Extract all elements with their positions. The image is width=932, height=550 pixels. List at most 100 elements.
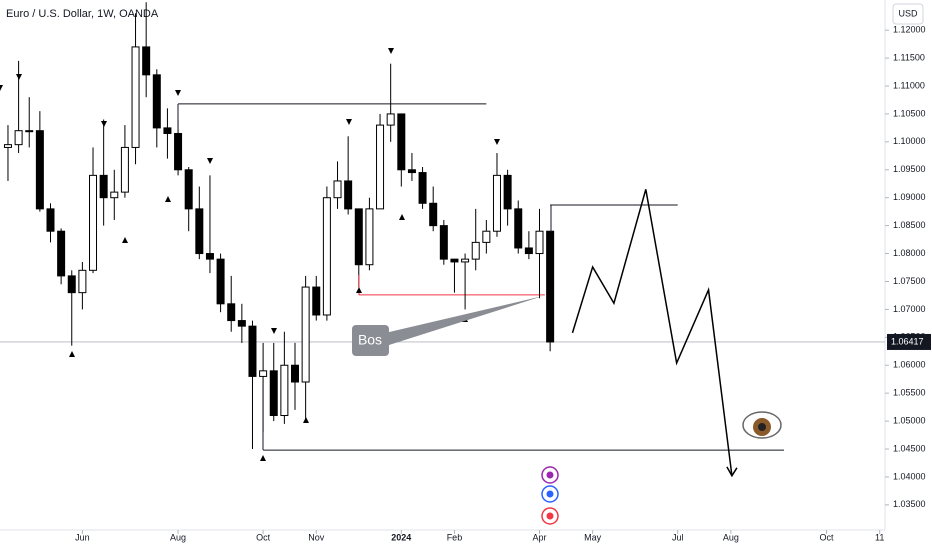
candle-body (89, 174, 98, 271)
candle-body (131, 46, 140, 148)
fractal-down (271, 328, 277, 334)
candle-body (514, 208, 523, 249)
currency-box[interactable] (892, 3, 924, 25)
callout-box (352, 325, 389, 356)
y-tick-label: 1.08000 (893, 248, 926, 258)
y-tick-label: 1.03500 (893, 499, 926, 509)
y-tick-label: 1.12000 (893, 25, 926, 35)
candle-body (301, 286, 310, 383)
x-tick-label: 11 (875, 532, 884, 542)
candle-body (163, 127, 172, 134)
x-tick-label: Apr (532, 532, 546, 542)
candle-body (216, 258, 225, 305)
x-tick-label: Jun (75, 532, 90, 542)
candle-body (376, 124, 385, 210)
callout-text: Bos (358, 332, 382, 348)
chart-title: Euro / U.S. Dollar, 1W, OANDA (6, 8, 159, 20)
y-tick-label: 1.06000 (893, 360, 926, 370)
event-icon-dot (546, 490, 554, 498)
fractal-up (260, 455, 266, 461)
candle-body (291, 364, 299, 383)
candle-body (471, 241, 480, 260)
eye-pupil (758, 423, 766, 431)
x-tick-label: Jul (672, 532, 684, 542)
candle-body (344, 180, 353, 210)
x-tick-label: Feb (447, 532, 463, 542)
candle-body (418, 172, 427, 204)
callout-pointer (385, 296, 543, 345)
candle-body (57, 230, 66, 277)
candle-body (78, 269, 87, 294)
candle-body (184, 169, 193, 210)
x-tick-label: Aug (170, 532, 186, 542)
projection-path (571, 189, 733, 476)
fractal-up (399, 214, 405, 220)
candle-body (524, 247, 533, 255)
candle-body (450, 258, 459, 263)
x-tick-label: Aug (723, 532, 739, 542)
candle-body (25, 130, 34, 133)
candle-body (195, 208, 204, 255)
candle-body (503, 174, 512, 210)
y-tick-label: 1.05500 (893, 388, 926, 398)
y-tick-label: 1.05000 (893, 415, 926, 425)
y-tick-label: 1.04000 (893, 471, 926, 481)
y-tick-label: 1.11000 (893, 80, 925, 90)
candle-body (322, 197, 331, 316)
y-tick-label: 1.11500 (893, 52, 925, 62)
candle-body (312, 286, 321, 316)
x-tick-label: Oct (820, 532, 835, 542)
fractal-up (303, 417, 309, 423)
price-tag-label: 1.06417 (891, 336, 924, 346)
candle-body (269, 370, 278, 417)
x-tick-label: Oct (256, 532, 271, 542)
candle-body (35, 130, 44, 210)
candle-body (99, 174, 108, 199)
fractal-up (356, 287, 362, 293)
candle-body (174, 132, 183, 171)
candle-body (280, 364, 289, 417)
fractal-down (101, 121, 107, 127)
candle-body (386, 113, 395, 126)
candle-body (535, 230, 544, 255)
fractal-down (0, 85, 3, 91)
fractal-down (207, 158, 213, 164)
candle-body (333, 180, 342, 199)
y-tick-label: 1.04500 (893, 443, 926, 453)
candle-body (142, 46, 151, 76)
fractal-down (346, 119, 352, 125)
candle-body (120, 146, 129, 193)
y-tick-label: 1.10500 (893, 108, 926, 118)
candle-body (492, 174, 501, 232)
y-tick-label: 1.08500 (893, 220, 926, 230)
projection-arrowhead (726, 466, 738, 478)
y-tick-label: 1.07000 (893, 304, 926, 314)
candle-body (354, 208, 363, 266)
fractal-up (165, 196, 171, 202)
x-tick-label: Nov (308, 532, 325, 542)
y-tick-label: 1.09000 (893, 192, 926, 202)
fractal-down (16, 74, 22, 80)
price-tag (887, 333, 931, 350)
candle-body (429, 202, 438, 227)
fractal-down (175, 90, 181, 96)
candle-body (110, 191, 119, 199)
candle-body (14, 130, 23, 146)
event-icon-dot (546, 471, 554, 479)
event-icon-dot (546, 512, 554, 520)
fractal-down (494, 139, 500, 145)
candle-body (46, 208, 55, 232)
candle-body (205, 253, 214, 260)
fractal-up (69, 351, 75, 357)
candle-body (439, 225, 448, 260)
candle-body (397, 113, 406, 171)
y-tick-label: 1.09500 (893, 164, 926, 174)
fractal-down (388, 48, 394, 54)
candle-body (365, 208, 374, 266)
currency: USD (898, 8, 918, 18)
candle-body (259, 370, 268, 377)
candle-body (248, 325, 257, 377)
candle-body (461, 258, 470, 263)
